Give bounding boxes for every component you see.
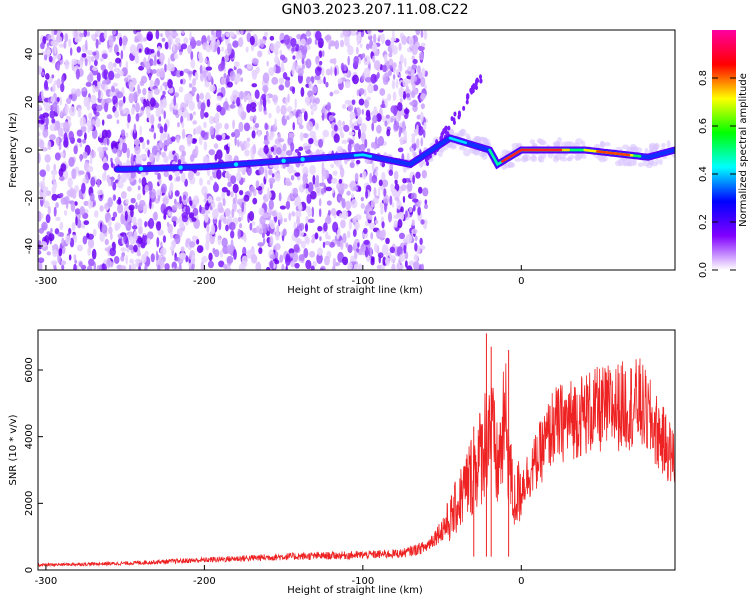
spectrogram-plot (38, 30, 675, 270)
snr-ylabel: SNR (10 * v/v) (8, 414, 19, 485)
snr-xtick-label: -100 (351, 576, 374, 587)
spectrogram-xlabel: Height of straight line (km) (287, 285, 423, 296)
spectrogram-xtick-label: -200 (193, 276, 216, 287)
snr-frame (37, 329, 676, 571)
colorbar-tick-label: 0.8 (698, 70, 709, 86)
snr-xtick-label: -300 (35, 576, 58, 587)
spectrogram-ylabel: Frequency (Hz) (8, 112, 19, 188)
colorbar (712, 30, 736, 270)
chart-title: GN03.2023.207.11.08.C22 (281, 2, 469, 18)
snr-plot (38, 333, 675, 568)
snr-xlabel: Height of straight line (km) (287, 585, 423, 596)
snr-xtick-label: -200 (193, 576, 216, 587)
spectrogram-ytick-label: -40 (24, 238, 35, 254)
colorbar-tick-label: 0.4 (698, 166, 709, 182)
snr-axes: -300 -200 -100 0 0 2000 4000 6000 (24, 357, 524, 587)
colorbar-tick-label: 0.2 (698, 214, 709, 230)
snr-xtick-label: 0 (518, 576, 524, 587)
spectrogram-xtick-label: -100 (351, 276, 374, 287)
spectrogram-xtick-label: 0 (518, 276, 524, 287)
colorbar-tick-label: 0.6 (698, 118, 709, 134)
snr-ytick-label: 0 (24, 567, 35, 573)
spectrogram-ytick-label: 20 (24, 96, 35, 109)
snr-ytick-label: 6000 (24, 357, 35, 382)
snr-series (38, 358, 675, 568)
spectrogram-ytick-label: 0 (24, 147, 35, 153)
colorbar-tick-label: 0.0 (698, 262, 709, 278)
spectrogram-xtick-label: -300 (35, 276, 58, 287)
colorbar-axes: 0.0 0.2 0.4 0.6 0.8 (698, 70, 736, 278)
snr-ytick-label: 2000 (24, 491, 35, 516)
spectrogram-ytick-label: -20 (24, 190, 35, 206)
spectrogram-ytick-label: 40 (24, 48, 35, 61)
snr-ytick-label: 4000 (24, 424, 35, 449)
colorbar-label: Normalized spectral amplitude (738, 73, 749, 227)
